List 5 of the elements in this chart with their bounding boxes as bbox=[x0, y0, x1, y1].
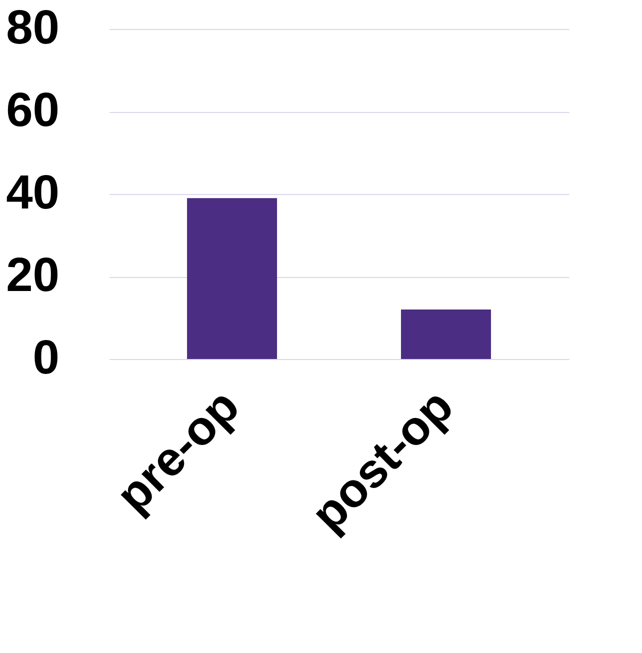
y-tick-label: 40 bbox=[6, 166, 60, 220]
y-tick-label: 0 bbox=[32, 332, 60, 384]
y-tick-label: 20 bbox=[6, 249, 60, 302]
y-tick-label: 60 bbox=[6, 84, 60, 137]
y-tick-label: 80 bbox=[6, 2, 60, 54]
